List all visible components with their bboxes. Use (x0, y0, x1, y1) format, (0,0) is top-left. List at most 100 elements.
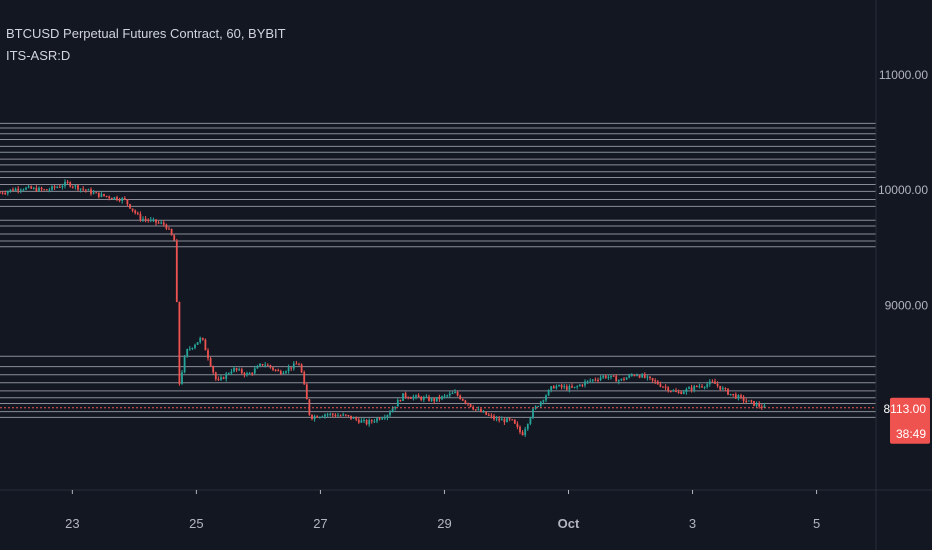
candle-body (482, 411, 485, 413)
candle-body (191, 347, 194, 349)
chart-title: BTCUSD Perpetual Futures Contract, 60, B… (6, 26, 286, 41)
candle-body (402, 393, 404, 401)
x-tick-label: 23 (65, 516, 79, 531)
candle-body (71, 186, 74, 188)
candle-body (95, 192, 98, 194)
candle-body (261, 364, 264, 366)
candle-body (664, 386, 667, 388)
countdown-label: 38:49 (896, 427, 926, 441)
candle-body (344, 414, 347, 416)
candle-body (420, 396, 423, 400)
candle-body (178, 302, 181, 384)
candle-body (493, 415, 495, 420)
candle-body (649, 376, 651, 379)
candle-body (113, 197, 116, 199)
candle-body (123, 198, 126, 200)
candle-body (412, 396, 415, 399)
candle-body (560, 384, 563, 388)
candle-body (337, 415, 339, 417)
candle-body (27, 186, 30, 188)
candle-body (430, 398, 433, 401)
candle-body (729, 393, 732, 395)
candle-body (711, 381, 714, 383)
candle-body (628, 375, 631, 378)
candle-body (352, 417, 355, 419)
current-price-badge (890, 397, 930, 444)
candle-body (240, 369, 243, 374)
candle-body (565, 386, 568, 390)
candle-body (675, 390, 677, 392)
candle-body (175, 240, 178, 303)
candle-body (508, 418, 511, 420)
candle-body (708, 381, 711, 385)
candle-body (506, 418, 508, 423)
candle-body (638, 375, 641, 378)
candle-body (30, 186, 33, 189)
candle-body (326, 414, 329, 416)
candle-body (480, 409, 482, 413)
candle-body (623, 378, 625, 380)
candle-body (201, 337, 204, 340)
candle-body (77, 185, 79, 190)
x-tick-label: 25 (189, 516, 203, 531)
candle-body (217, 379, 220, 381)
candle-body (753, 401, 755, 406)
candle-body (230, 371, 233, 374)
candle-body (222, 377, 225, 379)
candle-body (599, 377, 602, 380)
candle-body (383, 417, 386, 419)
candle-body (136, 213, 139, 215)
candle-body (118, 200, 121, 202)
candle-body (342, 414, 345, 416)
indicator-label[interactable]: ITS-ASR:D (6, 48, 71, 63)
candle-body (524, 429, 527, 436)
candle-body (750, 400, 753, 402)
candle-body (220, 377, 222, 380)
candle-body (698, 386, 701, 388)
candle-body (22, 189, 25, 191)
candle-body (659, 384, 662, 387)
candle-body (396, 400, 399, 407)
candle-body (207, 350, 209, 359)
candle-body (685, 388, 688, 393)
candle-body (165, 224, 168, 229)
candle-body (542, 400, 545, 402)
candle-body (17, 188, 20, 191)
candle-body (318, 416, 321, 418)
candle-body (597, 379, 599, 381)
candle-body (745, 400, 748, 402)
candle-body (160, 222, 163, 224)
candle-body (264, 364, 267, 366)
candle-body (534, 406, 537, 409)
candle-body (612, 375, 615, 377)
candle-body (550, 386, 553, 390)
candle-body (311, 414, 313, 419)
candle-body (646, 376, 649, 378)
candle-body (693, 385, 696, 391)
candle-body (399, 400, 402, 402)
candle-body (742, 396, 745, 401)
candle-body (227, 373, 230, 375)
candle-body (441, 396, 443, 400)
candle-body (672, 390, 675, 392)
candle-body (438, 397, 441, 400)
candle-body (532, 408, 534, 418)
candle-body (448, 393, 451, 396)
candle-body (12, 189, 14, 191)
candle-body (394, 406, 397, 409)
candle-body (129, 204, 131, 209)
candle-body (763, 405, 766, 408)
candle-body (391, 408, 394, 413)
candle-body (199, 337, 202, 343)
candle-body (274, 369, 277, 371)
candle-body (415, 395, 417, 397)
candle-body (537, 406, 540, 408)
candle-body (134, 210, 137, 214)
candle-body (365, 419, 368, 425)
candle-body (248, 373, 251, 375)
x-tick-label: 3 (689, 516, 696, 531)
candle-body (516, 423, 519, 427)
candle-body (568, 386, 571, 390)
candle-body (305, 384, 308, 400)
